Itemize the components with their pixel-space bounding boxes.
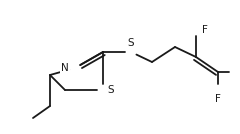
- Text: S: S: [128, 38, 134, 48]
- Text: F: F: [215, 94, 221, 104]
- Text: F: F: [202, 25, 208, 35]
- Text: N: N: [61, 63, 69, 73]
- Text: S: S: [108, 85, 114, 95]
